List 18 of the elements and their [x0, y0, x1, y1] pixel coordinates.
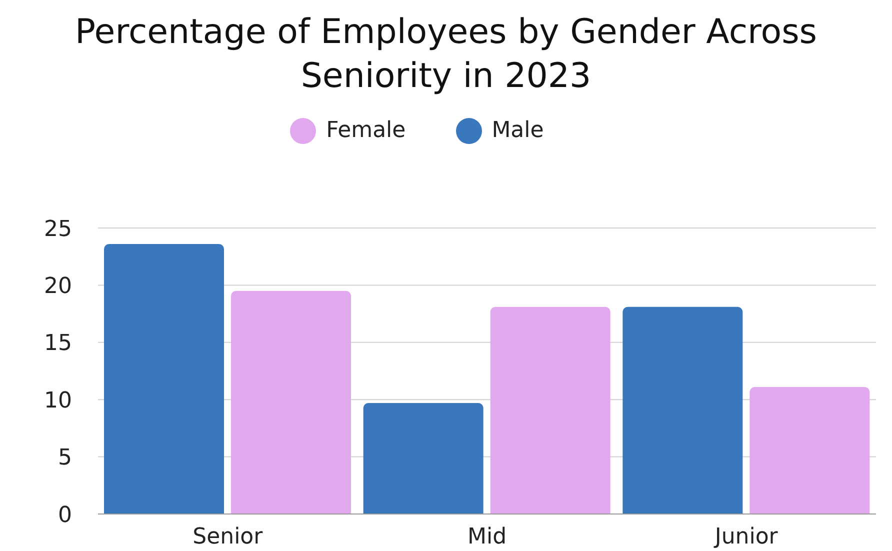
- y-tick-label: 10: [44, 388, 72, 414]
- x-tick-label: Mid: [467, 524, 507, 550]
- bar: [622, 306, 743, 514]
- y-tick-label: 15: [44, 331, 72, 356]
- bar: [750, 387, 870, 514]
- chart-title: Percentage of Employees by Gender Across Seniority in 2023: [74, 11, 818, 98]
- bar: [363, 403, 484, 514]
- legend-label: Female: [326, 118, 406, 144]
- y-tick-label: 20: [44, 274, 72, 300]
- bar: [104, 244, 224, 514]
- bar: [490, 306, 610, 514]
- y-tick-label: 25: [44, 216, 72, 242]
- bar: [231, 290, 351, 514]
- x-tick-label: Junior: [712, 524, 779, 550]
- y-tick-label: 0: [58, 502, 72, 528]
- y-tick-label: 5: [58, 446, 72, 471]
- legend-label: Male: [492, 118, 544, 144]
- x-tick-label: Senior: [192, 524, 264, 550]
